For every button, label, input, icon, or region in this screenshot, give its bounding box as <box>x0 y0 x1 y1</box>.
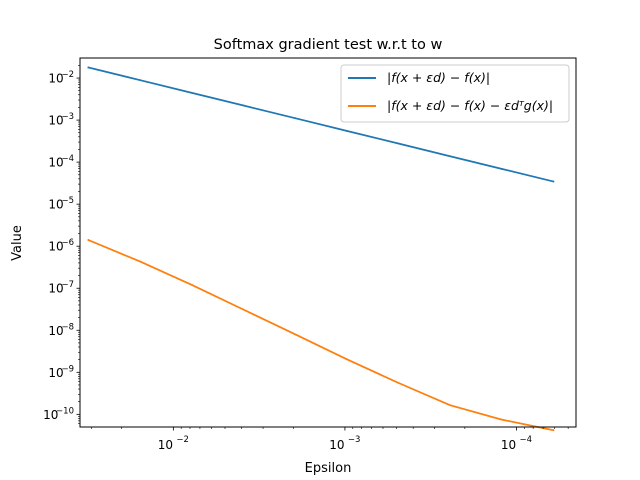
series-1-point-3 <box>190 91 193 94</box>
y-tick-label: 10 <box>48 324 63 338</box>
series-2-point-6 <box>345 358 348 361</box>
y-axis-label: Value <box>10 225 25 261</box>
series-2-point-10 <box>552 429 555 432</box>
x-tick-label: 10 <box>501 438 516 452</box>
series-2-point-1 <box>87 239 90 241</box>
series-1-point-5 <box>294 117 297 120</box>
series-1-point-10 <box>552 180 555 183</box>
y-tick-label: 10 <box>48 72 63 86</box>
y-tick-label: 10 <box>48 282 63 296</box>
y-tick-exponent: −3 <box>61 112 74 122</box>
series-1-point-2 <box>139 79 142 82</box>
plot-frame <box>79 57 577 428</box>
x-axis-ticks: 10 −2 10 −3 10 −4 <box>91 427 569 452</box>
x-tick-label: 10 <box>158 438 173 452</box>
y-tick-exponent: −2 <box>61 70 74 80</box>
series-2-point-2 <box>139 260 142 263</box>
series-line-1 <box>87 66 555 183</box>
y-tick-exponent: −6 <box>61 238 74 248</box>
series-layer <box>87 66 555 432</box>
y-tick-exponent: −10 <box>56 406 74 416</box>
series-2-point-9 <box>500 418 503 421</box>
legend-label-series-1: |f(x + εd) − f(x)| <box>387 70 490 85</box>
series-1-point-6 <box>345 129 348 132</box>
y-tick-exponent: −9 <box>61 364 74 374</box>
y-tick-label: 10 <box>48 366 63 380</box>
series-2-point-3 <box>190 284 193 286</box>
y-tick-exponent: −7 <box>61 280 74 290</box>
series-line-2 <box>87 238 555 432</box>
x-axis-label: Epsilon <box>305 461 352 476</box>
series-2-point-5 <box>294 333 297 336</box>
series-1-point-8 <box>449 155 451 158</box>
series-1-point-9 <box>500 167 503 170</box>
y-tick-label: 10 <box>48 156 63 170</box>
y-tick-label: 10 <box>48 198 63 212</box>
y-tick-label: 10 <box>48 240 63 254</box>
series-2-point-4 <box>242 308 245 311</box>
legend-label-series-2: |f(x + εd) − f(x) − εdᵀg(x)| <box>387 98 553 113</box>
y-tick-label: 10 <box>43 408 58 422</box>
x-tick-exponent: −2 <box>176 435 189 445</box>
y-tick-exponent: −5 <box>61 196 74 206</box>
x-tick-exponent: −4 <box>519 435 532 445</box>
series-1-point-7 <box>397 142 400 145</box>
legend: |f(x + εd) − f(x)| |f(x + εd) − f(x) − ε… <box>340 64 570 123</box>
y-tick-exponent: −4 <box>61 154 74 164</box>
legend-box <box>340 64 570 123</box>
y-tick-label: 10 <box>48 114 63 128</box>
chart-title: Softmax gradient test w.r.t to w <box>214 37 443 53</box>
series-1-point-1 <box>87 66 90 69</box>
x-tick-label: 10 <box>329 438 344 452</box>
series-1-point-4 <box>242 104 245 107</box>
x-tick-exponent: −3 <box>348 435 361 445</box>
y-tick-exponent: −8 <box>61 322 74 332</box>
series-2-point-8 <box>449 404 451 407</box>
series-2-point-7 <box>397 381 400 384</box>
